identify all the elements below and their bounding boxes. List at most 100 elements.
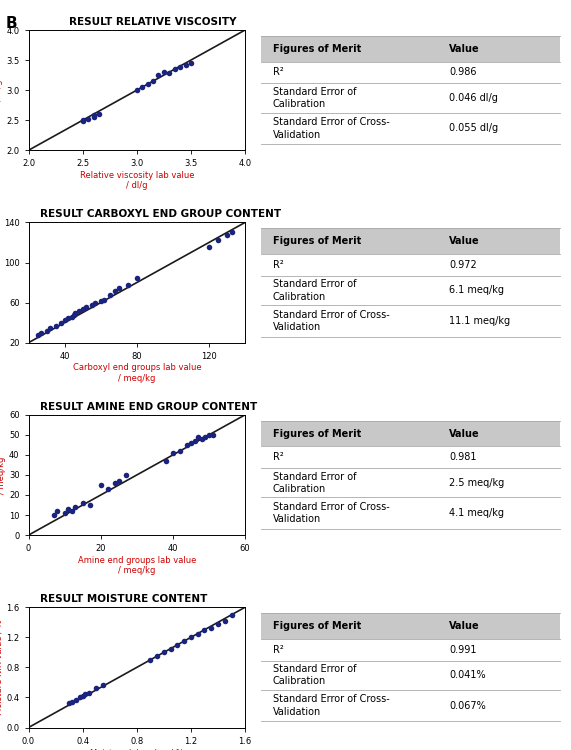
- Text: Figures of Merit: Figures of Merit: [272, 428, 361, 439]
- Point: [78, 114, 87, 126]
- Text: RESULT MOISTURE CONTENT: RESULT MOISTURE CONTENT: [40, 594, 207, 604]
- Point: [96, 479, 105, 491]
- Point: [67, 696, 77, 708]
- Point: [194, 430, 203, 442]
- Text: R²: R²: [272, 68, 283, 77]
- Point: [100, 293, 109, 305]
- Point: [214, 618, 223, 630]
- Text: RESULT AMINE END GROUP CONTENT: RESULT AMINE END GROUP CONTENT: [40, 402, 257, 412]
- Point: [143, 78, 152, 90]
- Point: [228, 226, 237, 238]
- Text: Figures of Merit: Figures of Merit: [272, 236, 361, 246]
- Text: 0.991: 0.991: [449, 645, 476, 655]
- Point: [69, 308, 78, 320]
- Point: [186, 437, 195, 449]
- Point: [103, 483, 112, 495]
- Point: [159, 66, 168, 78]
- Point: [193, 628, 202, 640]
- Point: [60, 314, 69, 326]
- Point: [71, 501, 80, 513]
- Point: [111, 284, 120, 296]
- Text: Standard Error of
Calibration: Standard Error of Calibration: [272, 279, 356, 302]
- Point: [67, 310, 77, 322]
- Bar: [260, 421, 560, 446]
- Text: Standard Error of Cross-
Validation: Standard Error of Cross- Validation: [272, 502, 389, 524]
- Point: [89, 110, 98, 122]
- Point: [132, 84, 142, 96]
- Text: Figures of Merit: Figures of Merit: [272, 621, 361, 631]
- Point: [71, 694, 81, 706]
- Point: [204, 242, 214, 254]
- Text: 0.041%: 0.041%: [449, 670, 485, 680]
- Bar: [260, 690, 560, 722]
- Point: [164, 68, 174, 80]
- Point: [201, 430, 210, 442]
- Point: [146, 654, 155, 666]
- Point: [200, 624, 209, 636]
- Point: [181, 59, 190, 71]
- Y-axis label: Carboxyl end groups NIR value
/ meq/kg: Carboxyl end groups NIR value / meq/kg: [0, 217, 1, 348]
- Bar: [260, 83, 560, 112]
- Point: [175, 445, 184, 457]
- Point: [89, 111, 98, 123]
- Bar: [260, 229, 560, 254]
- Y-axis label: Amine end groups NIR value
/ meq/kg: Amine end groups NIR value / meq/kg: [0, 415, 6, 535]
- Bar: [260, 62, 560, 83]
- Text: Value: Value: [449, 428, 480, 439]
- Point: [71, 307, 80, 319]
- Point: [204, 429, 214, 441]
- Point: [74, 304, 83, 316]
- Text: Standard Error of Cross-
Validation: Standard Error of Cross- Validation: [272, 310, 389, 332]
- Point: [161, 455, 170, 467]
- Point: [91, 296, 100, 308]
- Y-axis label: Moisture NIR value / %: Moisture NIR value / %: [0, 620, 3, 716]
- Bar: [260, 112, 560, 144]
- Bar: [260, 305, 560, 337]
- Point: [122, 469, 131, 481]
- Point: [46, 322, 55, 334]
- Point: [152, 650, 162, 662]
- Point: [65, 698, 74, 709]
- Bar: [260, 614, 560, 639]
- Point: [183, 439, 192, 451]
- Text: RESULT RELATIVE VISCOSITY: RESULT RELATIVE VISCOSITY: [69, 17, 236, 27]
- Bar: [260, 468, 560, 497]
- Text: Value: Value: [449, 621, 480, 631]
- Text: Standard Error of
Calibration: Standard Error of Calibration: [272, 87, 356, 109]
- Point: [180, 635, 189, 647]
- Point: [37, 327, 46, 339]
- Point: [207, 622, 216, 634]
- X-axis label: Moisture lab value / %: Moisture lab value / %: [90, 748, 184, 750]
- Point: [114, 475, 123, 487]
- Bar: [260, 639, 560, 661]
- Text: 6.1 meq/kg: 6.1 meq/kg: [449, 286, 504, 296]
- Point: [51, 320, 60, 332]
- Point: [82, 301, 91, 313]
- Point: [64, 311, 73, 323]
- Bar: [260, 497, 560, 529]
- X-axis label: Carboxyl end groups lab value
/ meq/kg: Carboxyl end groups lab value / meq/kg: [73, 364, 201, 383]
- Text: 11.1 meq/kg: 11.1 meq/kg: [449, 316, 510, 326]
- Point: [94, 108, 103, 120]
- Point: [98, 680, 107, 692]
- Point: [78, 690, 87, 702]
- Bar: [260, 276, 560, 305]
- Text: 0.986: 0.986: [449, 68, 476, 77]
- Text: R²: R²: [272, 452, 283, 462]
- Text: 0.046 dl/g: 0.046 dl/g: [449, 93, 498, 103]
- Point: [173, 639, 182, 651]
- Point: [96, 295, 105, 307]
- Text: Standard Error of
Calibration: Standard Error of Calibration: [272, 472, 356, 494]
- Point: [85, 687, 94, 699]
- Point: [220, 615, 230, 627]
- Point: [75, 692, 85, 703]
- Point: [166, 643, 175, 655]
- Point: [105, 289, 114, 301]
- Point: [175, 62, 184, 74]
- Point: [154, 69, 163, 81]
- Point: [197, 433, 206, 445]
- Point: [49, 509, 58, 521]
- Text: Figures of Merit: Figures of Merit: [272, 44, 361, 54]
- Point: [214, 235, 223, 247]
- Point: [85, 499, 94, 511]
